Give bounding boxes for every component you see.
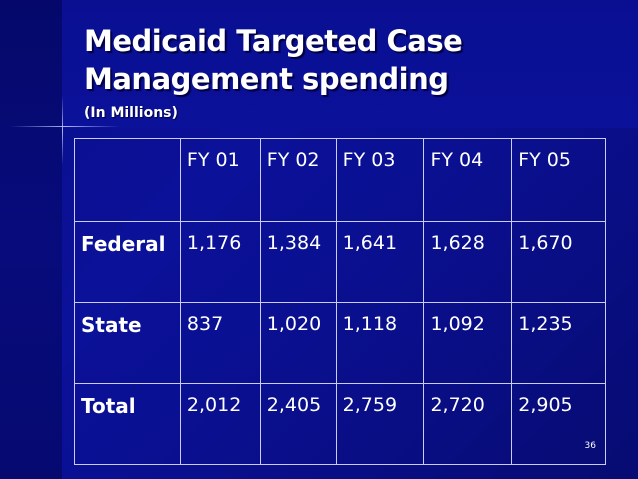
table-cell: 2,759 xyxy=(335,383,425,465)
table-cell: 837 xyxy=(179,302,261,384)
table-cell: 1,641 xyxy=(335,221,425,303)
slide-left-band xyxy=(0,0,62,479)
slide-subtitle: (In Millions) xyxy=(84,105,178,121)
table-cell: 2,012 xyxy=(179,383,261,465)
table-cell: 2,405 xyxy=(259,383,337,465)
table-corner-cell xyxy=(74,138,181,222)
slide-title-line-1: Medicaid Targeted Case xyxy=(84,24,463,58)
sparkle-decoration-vertical xyxy=(62,95,63,165)
row-label-total: Total xyxy=(74,383,181,465)
column-header-fy05: FY 05 xyxy=(511,138,606,222)
page-number: 36 xyxy=(584,441,596,451)
table-cell: 1,092 xyxy=(423,302,513,384)
slide-title-line-2: Management spending xyxy=(84,62,449,96)
table-row-total: Total 2,012 2,405 2,759 2,720 2,905 xyxy=(74,383,606,465)
sparkle-decoration-horizontal xyxy=(10,126,120,127)
table-cell: 1,176 xyxy=(179,221,261,303)
column-header-fy01: FY 01 xyxy=(179,138,261,222)
table-cell: 1,118 xyxy=(335,302,425,384)
table-header-row: FY 01 FY 02 FY 03 FY 04 FY 05 xyxy=(74,138,606,222)
table-cell: 1,670 xyxy=(511,221,606,303)
table-cell: 1,628 xyxy=(423,221,513,303)
spending-table: FY 01 FY 02 FY 03 FY 04 FY 05 Federal 1,… xyxy=(74,138,606,465)
row-label-federal: Federal xyxy=(74,221,181,303)
column-header-fy02: FY 02 xyxy=(259,138,337,222)
table-row-state: State 837 1,020 1,118 1,092 1,235 xyxy=(74,302,606,384)
table-cell: 2,905 xyxy=(511,383,606,465)
table-cell: 1,235 xyxy=(511,302,606,384)
column-header-fy03: FY 03 xyxy=(335,138,425,222)
table-row-federal: Federal 1,176 1,384 1,641 1,628 1,670 xyxy=(74,221,606,303)
column-header-fy04: FY 04 xyxy=(423,138,513,222)
table-cell: 1,020 xyxy=(259,302,337,384)
table-cell: 1,384 xyxy=(259,221,337,303)
row-label-state: State xyxy=(74,302,181,384)
table-cell: 2,720 xyxy=(423,383,513,465)
slide-title-band xyxy=(62,0,638,128)
slide-title: Medicaid Targeted Case Management spendi… xyxy=(84,22,463,98)
